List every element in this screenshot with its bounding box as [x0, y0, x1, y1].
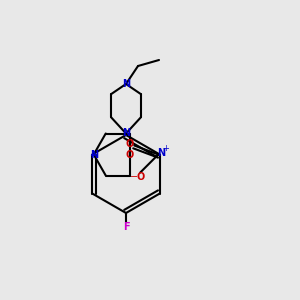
Text: O: O: [136, 172, 144, 182]
Text: O: O: [126, 139, 134, 149]
Text: N: N: [157, 148, 165, 158]
Text: −: −: [130, 172, 138, 182]
Text: O: O: [126, 149, 134, 160]
Text: N: N: [122, 128, 130, 139]
Text: N: N: [122, 79, 130, 89]
Text: F: F: [123, 221, 129, 232]
Text: N: N: [90, 149, 98, 160]
Text: +: +: [162, 144, 169, 153]
